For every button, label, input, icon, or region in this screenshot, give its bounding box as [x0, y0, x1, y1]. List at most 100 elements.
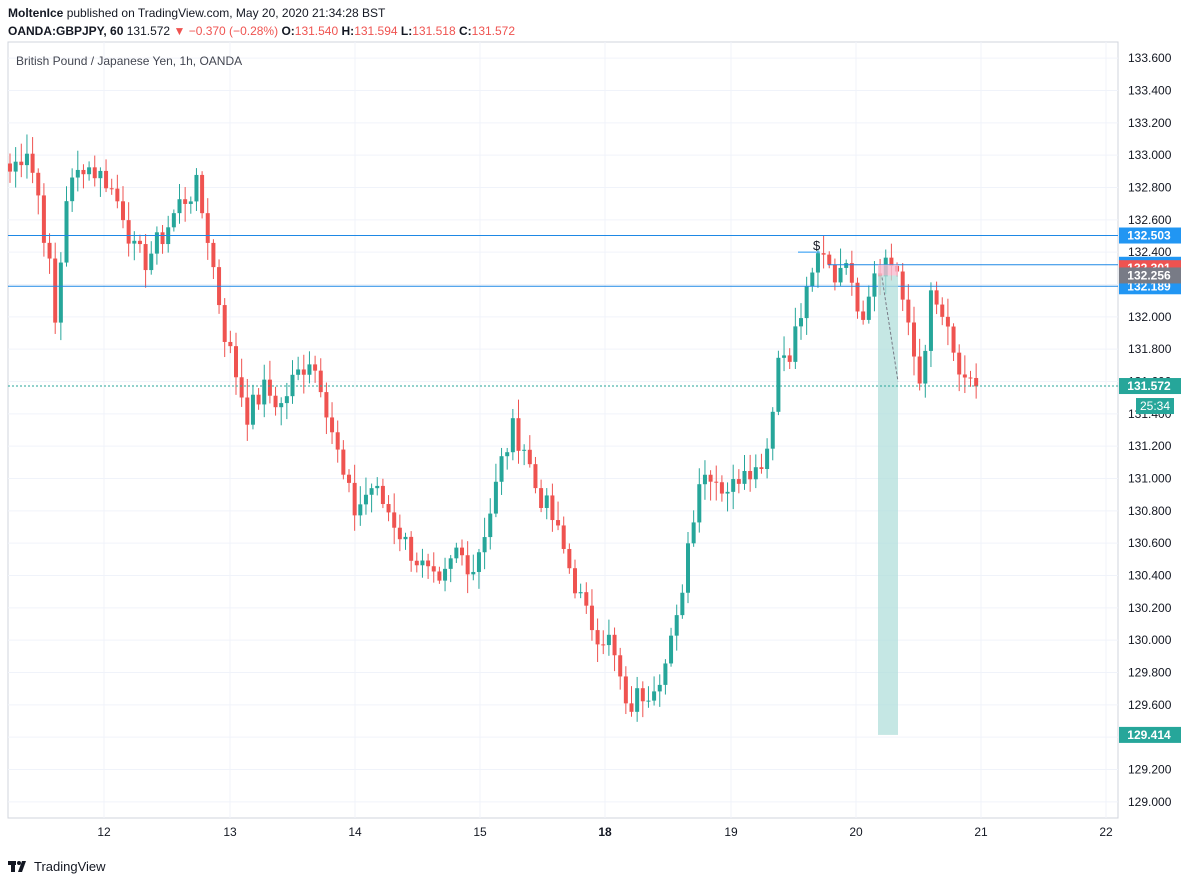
candle-body[interactable] [697, 484, 702, 523]
candle-body[interactable] [228, 341, 233, 347]
candle-body[interactable] [109, 188, 114, 190]
candle-body[interactable] [121, 201, 125, 221]
candle-body[interactable] [318, 370, 323, 393]
candle-body[interactable] [126, 220, 131, 244]
candle-body[interactable] [827, 254, 832, 265]
candle-body[interactable] [928, 290, 933, 351]
candle-body[interactable] [222, 305, 227, 342]
chart-canvas[interactable]: 133.600 133.400 133.200 133.000 132.800 132.6… [0, 0, 1186, 850]
candle-body[interactable] [363, 494, 368, 505]
candle-body[interactable] [776, 357, 781, 412]
candle-body[interactable] [544, 495, 549, 508]
candle-body[interactable] [352, 482, 357, 516]
candle-body[interactable] [397, 527, 402, 540]
candle-body[interactable] [900, 271, 905, 300]
candle-body[interactable] [550, 495, 555, 521]
symbol-name[interactable]: OANDA:GBPJPY, 60 [8, 24, 124, 38]
candle-body[interactable] [669, 635, 674, 664]
candle-body[interactable] [437, 571, 442, 581]
candle-body[interactable] [736, 479, 741, 484]
candle-body[interactable] [177, 199, 182, 214]
candle-body[interactable] [188, 201, 193, 204]
candle-body[interactable] [595, 630, 600, 645]
candle-body[interactable] [680, 592, 685, 616]
candle-body[interactable] [657, 684, 662, 692]
candle-body[interactable] [510, 418, 515, 453]
candle-body[interactable] [386, 504, 391, 513]
candle-body[interactable] [640, 688, 645, 702]
candle-body[interactable] [234, 346, 238, 378]
candle-body[interactable] [380, 485, 385, 505]
candle-body[interactable] [770, 411, 775, 449]
candle-body[interactable] [606, 634, 611, 646]
candle-body[interactable] [443, 568, 448, 581]
candle-body[interactable] [471, 571, 476, 575]
candle-body[interactable] [211, 242, 216, 268]
candle-body[interactable] [149, 253, 154, 271]
candle-body[interactable] [912, 322, 916, 357]
candle-body[interactable] [968, 377, 973, 379]
candle-body[interactable] [324, 392, 329, 418]
candle-body[interactable] [347, 474, 351, 483]
candle-body[interactable] [154, 232, 159, 254]
candle-body[interactable] [273, 395, 278, 408]
candle-body[interactable] [505, 452, 510, 457]
candle-body[interactable] [115, 188, 120, 202]
candle-body[interactable] [889, 257, 894, 266]
candle-body[interactable] [714, 481, 719, 483]
candle-body[interactable] [262, 379, 267, 405]
candle-body[interactable] [143, 244, 148, 271]
candle-body[interactable] [674, 615, 679, 636]
candle-body[interactable] [702, 474, 707, 485]
candle-body[interactable] [454, 547, 459, 559]
candle-body[interactable] [748, 471, 753, 480]
candle-body[interactable] [522, 449, 527, 451]
candle-body[interactable] [623, 676, 628, 704]
candle-body[interactable] [917, 356, 922, 384]
candle-body[interactable] [962, 374, 967, 378]
candle-body[interactable] [420, 560, 425, 566]
candle-body[interactable] [36, 172, 41, 196]
candle-body[interactable] [284, 396, 289, 404]
candle-body[interactable] [742, 471, 747, 484]
candle-body[interactable] [940, 304, 945, 317]
candle-body[interactable] [460, 547, 464, 556]
candle-body[interactable] [567, 548, 572, 569]
candle-body[interactable] [861, 311, 866, 320]
candle-body[interactable] [646, 700, 651, 702]
candle-body[interactable] [855, 282, 860, 312]
candle-body[interactable] [612, 634, 617, 656]
candle-body[interactable] [47, 242, 52, 259]
candle-body[interactable] [465, 555, 470, 575]
candle-body[interactable] [431, 566, 436, 572]
candle-body[interactable] [8, 163, 12, 172]
candle-body[interactable] [652, 691, 657, 701]
candle-body[interactable] [341, 449, 346, 475]
candle-body[interactable] [810, 272, 815, 287]
candle-body[interactable] [205, 213, 210, 243]
candle-body[interactable] [493, 481, 498, 514]
candle-body[interactable] [872, 273, 877, 297]
candle-body[interactable] [793, 326, 798, 362]
candle-body[interactable] [708, 474, 713, 482]
candle-body[interactable] [719, 482, 724, 494]
candle-body[interactable] [589, 605, 594, 631]
candle-body[interactable] [476, 552, 481, 572]
candle-body[interactable] [527, 449, 532, 465]
candle-body[interactable] [635, 688, 640, 712]
candle-body[interactable] [267, 379, 272, 396]
candle-body[interactable] [200, 174, 205, 214]
candle-body[interactable] [561, 525, 566, 549]
candle-body[interactable] [24, 153, 29, 166]
candle-body[interactable] [256, 394, 261, 405]
publisher-name[interactable]: MoltenIce [8, 6, 64, 20]
candle-body[interactable] [482, 537, 487, 553]
candle-body[interactable] [92, 167, 97, 179]
candle-body[interactable] [41, 195, 46, 243]
candle-body[interactable] [19, 161, 24, 166]
candle-body[interactable] [375, 485, 380, 489]
candle-body[interactable] [821, 253, 826, 255]
candle-body[interactable] [414, 560, 419, 566]
candle-body[interactable] [53, 258, 58, 323]
candle-body[interactable] [832, 264, 837, 283]
